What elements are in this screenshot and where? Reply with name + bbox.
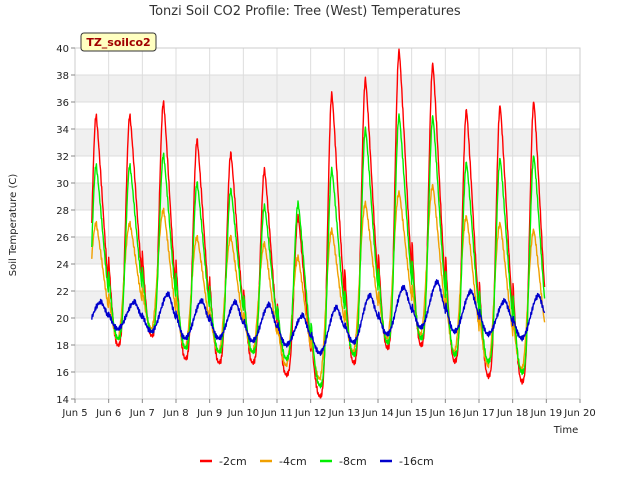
x-tick-label: Jun 6 [95, 408, 121, 419]
x-tick-label: Jun 5 [61, 408, 87, 419]
x-tick-label: Jun 15 [395, 408, 428, 419]
series-line-16cmcm [91, 279, 546, 356]
x-tick-label: Jun 17 [462, 408, 495, 419]
plot-band [75, 345, 580, 372]
x-tick-label: Jun 20 [563, 408, 596, 419]
plot-frame [74, 47, 581, 400]
series-line-8cmcm [91, 113, 546, 389]
x-tick-label: Jun 8 [162, 408, 188, 419]
badge-label: TZ_soilco2 [86, 36, 150, 49]
y-tick-label: 16 [56, 368, 69, 379]
x-tick-label: Jun 13 [328, 408, 361, 419]
x-axis-ticks: Jun 5 Jun 6 Jun 7 Jun 8 Jun 9 Jun 10 Jun 11 Jun… [61, 399, 596, 419]
badge-box [80, 32, 157, 52]
y-tick-label: 36 [56, 98, 69, 109]
plot-band [75, 129, 580, 156]
y-tick-label: 40 [56, 44, 69, 55]
series-layer [91, 48, 546, 400]
y-tick-label: 18 [56, 341, 69, 352]
dataset-badge: TZ_soilco2 [80, 32, 157, 52]
x-tick-label: Jun 12 [294, 408, 327, 419]
plot-band [75, 291, 580, 318]
series-line-4cmcm [91, 183, 546, 381]
y-tick-label: 20 [56, 314, 69, 325]
y-tick-label: 32 [56, 152, 69, 163]
plot-band [75, 75, 580, 102]
plot-band [75, 372, 580, 399]
x-axis-label: Time [553, 425, 578, 436]
y-tick-label: 24 [56, 260, 69, 271]
x-tick-label: Jun 10 [227, 408, 260, 419]
y-tick-label: 28 [56, 206, 69, 217]
x-tick-label: Jun 9 [196, 408, 222, 419]
x-tick-label: Jun 7 [129, 408, 155, 419]
chart-title: Tonzi Soil CO2 Profile: Tree (West) Temp… [148, 4, 461, 19]
legend: -2cm -4cm -8cm -16cm [200, 455, 434, 468]
plot-band [75, 102, 580, 129]
y-tick-label: 38 [56, 71, 69, 82]
series-line-2cmcm [91, 48, 546, 400]
x-tick-label: Jun 16 [429, 408, 462, 419]
legend-label: -16cm [399, 455, 434, 468]
plot-band [75, 156, 580, 183]
x-tick-label: Jun 19 [530, 408, 563, 419]
y-tick-label: 26 [56, 233, 69, 244]
y-axis-label: Soil Temperature (C) [8, 174, 19, 277]
legend-label: -8cm [339, 455, 367, 468]
y-tick-label: 30 [56, 179, 69, 190]
legend-label: -2cm [219, 455, 247, 468]
y-tick-label: 14 [56, 395, 69, 406]
y-tick-label: 22 [56, 287, 69, 298]
x-tick-label: Jun 11 [260, 408, 293, 419]
plot-band [75, 48, 580, 75]
y-axis-ticks: 14 16 18 20 22 24 26 28 30 32 34 36 38 40 [56, 44, 75, 406]
x-tick-label: Jun 14 [361, 408, 394, 419]
y-tick-label: 34 [56, 125, 69, 136]
x-tick-label: Jun 18 [496, 408, 529, 419]
legend-label: -4cm [279, 455, 307, 468]
